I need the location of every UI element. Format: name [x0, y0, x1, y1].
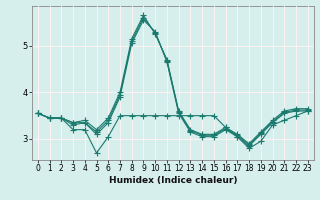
X-axis label: Humidex (Indice chaleur): Humidex (Indice chaleur): [108, 176, 237, 185]
